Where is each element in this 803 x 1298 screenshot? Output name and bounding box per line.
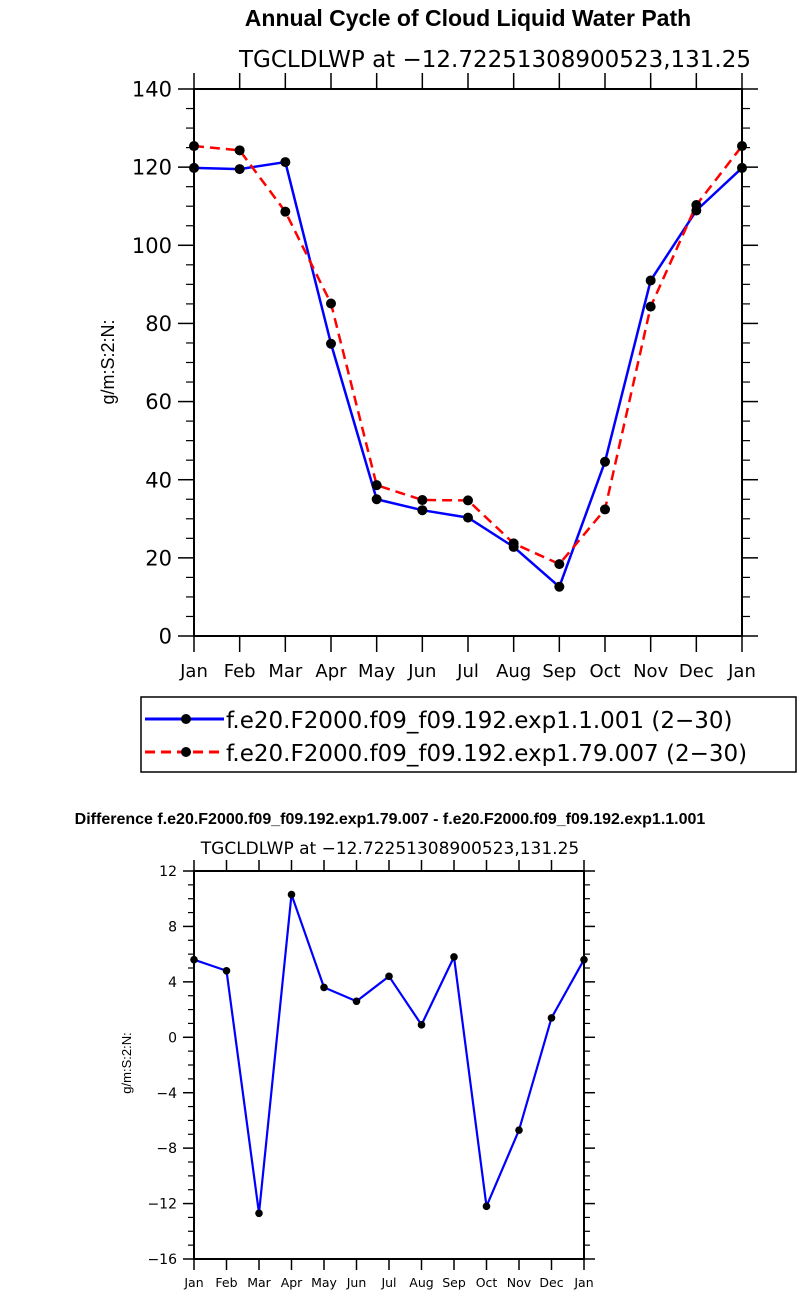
chart1-title: Annual Cycle of Cloud Liquid Water Path (245, 5, 691, 31)
x-tick-label: Jul (456, 661, 479, 682)
y-tick-label: 8 (168, 919, 177, 935)
chart1-ticks: 0 20 40 60 80 100 120 140 Jan Feb Mar Apr May Jun Jul A… (132, 73, 758, 682)
chart1-y-axis-label: g/m:S:2:N: (98, 319, 118, 404)
x-tick-label: May (311, 1275, 337, 1290)
y-tick-label: −8 (156, 1141, 177, 1157)
data-point-series1 (326, 338, 336, 349)
x-tick-label: Nov (507, 1275, 532, 1290)
data-point-series2 (234, 145, 245, 156)
x-tick-label: Aug (409, 1275, 433, 1290)
legend-marker-series1 (181, 714, 191, 724)
data-point-series1 (554, 581, 565, 592)
data-point-series2 (554, 559, 565, 570)
data-point-series1 (417, 1021, 426, 1029)
y-tick-label: 40 (145, 468, 172, 492)
x-tick-label: Mar (247, 1275, 271, 1290)
chart1-plot-frame (193, 88, 743, 637)
y-tick-label: 12 (159, 864, 177, 880)
chart2-y-axis-label: g/m:S:2:N: (119, 1032, 134, 1093)
annual-cycle-chart: Annual Cycle of Cloud Liquid Water Path … (98, 5, 797, 773)
data-point-series2 (326, 298, 336, 309)
data-point-series1 (417, 505, 428, 516)
data-point-series1 (222, 966, 231, 975)
chart1-legend: f.e20.F2000.f09_f09.192.exp1.1.001 (2−30… (140, 696, 797, 773)
chart2-series (190, 890, 588, 1218)
x-tick-label: Apr (315, 661, 347, 682)
x-tick-label: Jan (727, 661, 756, 682)
data-point-series1 (255, 1209, 263, 1218)
x-tick-label: Oct (589, 661, 620, 682)
x-tick-label: Dec (679, 661, 714, 682)
data-point-series2 (280, 206, 291, 217)
difference-chart: Difference f.e20.F2000.f09_f09.192.exp1.… (75, 811, 706, 1290)
data-point-series1 (385, 972, 393, 981)
legend-label-series2: f.e20.F2000.f09_f09.192.exp1.79.007 (2−3… (226, 741, 747, 767)
x-tick-label: Jan (573, 1275, 593, 1290)
data-point-series1 (371, 494, 382, 505)
y-tick-label: −4 (156, 1086, 177, 1102)
y-tick-label: 100 (132, 234, 172, 258)
x-tick-label: May (358, 661, 396, 682)
y-tick-label: 0 (159, 625, 172, 649)
x-tick-label: Oct (476, 1275, 498, 1290)
x-tick-label: Jan (179, 661, 208, 682)
data-point-series1 (515, 1126, 523, 1134)
data-point-series1 (463, 512, 473, 523)
data-point-series1 (450, 953, 458, 961)
data-point-series1 (547, 1014, 556, 1022)
data-point-series1 (280, 157, 291, 168)
data-point-series2 (645, 301, 656, 312)
data-point-series2 (508, 538, 519, 549)
x-tick-label: Feb (224, 661, 256, 682)
x-tick-label: Apr (281, 1275, 303, 1290)
y-tick-label: 140 (132, 78, 172, 102)
legend-box (140, 696, 797, 773)
x-tick-label: Feb (215, 1275, 237, 1290)
data-point-series1 (352, 997, 361, 1006)
y-tick-label: 60 (145, 390, 172, 414)
y-tick-label: −16 (147, 1252, 177, 1268)
x-tick-label: Sep (442, 1275, 466, 1290)
y-tick-label: 80 (145, 312, 172, 336)
x-tick-label: Jun (407, 661, 436, 682)
series-line-1 (193, 160, 743, 589)
legend-label-series1: f.e20.F2000.f09_f09.192.exp1.1.001 (2−30… (226, 708, 732, 734)
data-point-series2 (600, 504, 610, 515)
chart2-subtitle: TGCLDLWP at −12.72251308900523,131.25 (200, 839, 579, 859)
x-tick-label: Mar (268, 661, 303, 682)
x-tick-label: Aug (496, 661, 531, 682)
y-tick-label: 20 (145, 546, 172, 570)
data-point-series2 (463, 495, 473, 506)
y-tick-label: −12 (147, 1197, 177, 1213)
x-tick-label: Sep (542, 661, 576, 682)
series-line-1 (193, 893, 585, 1215)
chart1-subtitle: TGCLDLWP at −12.72251308900523,131.25 (238, 47, 751, 73)
data-point-series1 (600, 456, 610, 467)
chart2-ticks: −16 −12 −8 −4 0 4 8 12 Jan Feb Mar Apr May Jun Jul Aug S… (147, 860, 595, 1290)
chart2-plot-frame (193, 870, 585, 1260)
data-point-series2 (691, 200, 702, 211)
y-tick-label: 0 (168, 1030, 177, 1046)
x-tick-label: Jun (346, 1275, 367, 1290)
data-point-series2 (371, 480, 382, 491)
x-tick-label: Nov (633, 661, 668, 682)
data-point-series1 (234, 164, 245, 175)
x-tick-label: Jan (183, 1275, 203, 1290)
data-point-series2 (417, 495, 428, 506)
data-point-series1 (482, 1202, 491, 1211)
data-point-series1 (320, 983, 328, 992)
x-tick-label: Jul (380, 1275, 396, 1290)
legend-marker-series2 (181, 747, 191, 757)
y-tick-label: 4 (168, 975, 177, 991)
chart1-series (189, 141, 747, 592)
data-point-series1 (645, 275, 656, 286)
y-tick-label: 120 (132, 156, 172, 180)
chart2-title: Difference f.e20.F2000.f09_f09.192.exp1.… (75, 811, 706, 828)
x-tick-label: Dec (539, 1275, 563, 1290)
data-point-series1 (287, 890, 296, 899)
